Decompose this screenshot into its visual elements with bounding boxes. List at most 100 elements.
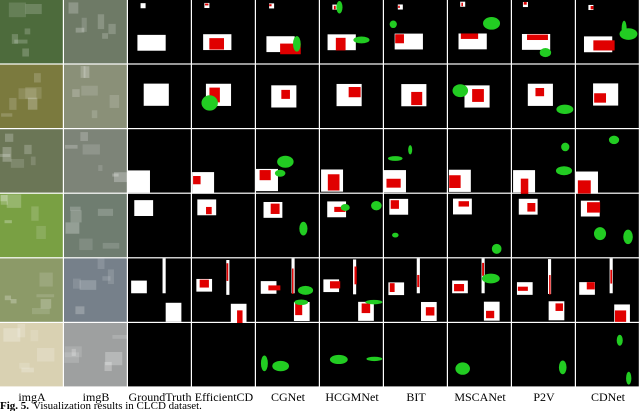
photo-texture [17,323,26,338]
false-positive [366,356,383,362]
mask-bg [192,323,255,387]
photo-texture [10,298,17,304]
false-negative [527,203,536,212]
photo-texture [40,299,52,309]
grid-cell [448,129,511,193]
photo-texture [24,28,31,35]
mask-bg [320,323,383,387]
false-negative [549,275,551,295]
change-region [143,83,169,106]
grid-cell [320,193,383,258]
false-positive [371,201,382,211]
photo-texture [31,206,39,221]
grid-cell [512,193,575,258]
false-negative [527,34,548,41]
grid-cell [64,323,130,387]
photo-texture [80,65,86,78]
grid-cell [512,0,575,64]
grid-cell [0,193,63,258]
change-region [137,34,166,51]
false-positive [329,354,348,365]
false-negative [281,89,290,99]
grid-cell [448,323,511,387]
change-region [269,3,275,9]
grid-cell [128,0,191,64]
grid-cell [192,323,255,387]
false-negative [449,175,461,188]
false-negative [295,303,303,316]
photo-texture [31,307,50,315]
photo-texture [0,153,11,157]
false-negative [199,279,209,288]
photo [0,0,63,64]
column-label: MSCANet [454,390,506,404]
grid-cell [0,64,63,128]
photo-texture [109,94,120,108]
false-negative [259,170,271,181]
photo [0,129,63,193]
photo-texture [97,258,105,269]
false-positive [353,36,370,44]
photo-texture [39,272,53,287]
caption-label: Fig. 5. [0,400,29,411]
grid-cell [448,0,511,64]
grid-cell [64,0,127,64]
false-negative [535,87,545,97]
grid-cell [448,258,511,322]
grid-cell [320,0,383,64]
grid-cell [512,64,575,128]
grid-cell [128,129,191,193]
photo-texture [69,206,81,211]
grid-cell [256,64,319,128]
false-negative [354,266,357,285]
grid-cell [576,64,639,128]
column-label: imgB [83,390,110,404]
photo-texture [30,329,39,342]
photo-texture [79,238,93,251]
false-positive [260,355,268,372]
grid-cell [256,323,319,387]
photo-texture [97,208,114,216]
false-negative [209,87,220,103]
photo [0,258,63,322]
false-negative [458,201,470,207]
grid-cell [64,258,127,322]
false-positive [294,299,309,306]
false-positive [483,17,501,30]
false-positive [593,227,607,241]
photo-texture [34,73,41,83]
false-negative [390,200,399,209]
photo-texture [4,133,14,142]
false-negative [454,284,465,292]
photo-texture [24,144,32,155]
photo-texture [22,48,29,57]
false-negative [398,5,400,8]
grid-cell [576,258,639,324]
photo-texture [80,132,88,142]
photo [64,0,127,64]
photo-texture [0,194,8,205]
change-region [397,4,403,10]
false-positive [201,95,218,111]
false-negative [411,91,423,106]
mask-bg [320,0,383,64]
photo-texture [64,144,78,149]
grid-cell [320,258,383,322]
grid-cell [192,193,255,258]
grid-cell [384,64,447,128]
false-negative [335,37,346,51]
false-negative [237,310,243,324]
false-negative [517,286,528,291]
mask-bg [256,323,319,387]
false-positive [274,169,286,177]
mask-bg [512,323,575,387]
grid-cell [128,258,191,322]
false-negative [280,43,301,55]
grid-cell [320,64,383,128]
false-negative [594,93,607,103]
false-negative [593,40,615,51]
false-positive [561,142,570,152]
photo [64,258,127,322]
photo [64,64,127,128]
false-positive [365,299,383,305]
